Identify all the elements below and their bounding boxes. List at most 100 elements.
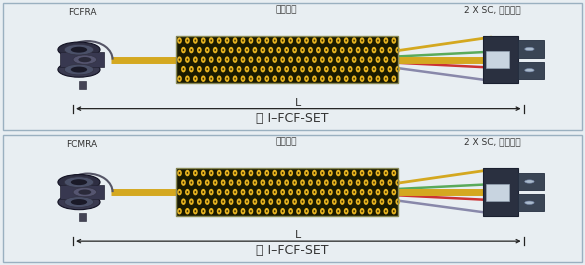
Ellipse shape [266, 191, 267, 193]
Ellipse shape [373, 182, 375, 184]
Ellipse shape [195, 39, 196, 42]
Ellipse shape [316, 66, 321, 72]
Ellipse shape [294, 201, 295, 203]
Ellipse shape [322, 78, 323, 80]
Ellipse shape [397, 49, 398, 51]
Ellipse shape [187, 39, 188, 42]
Text: 2 X SC, 尼龙插头: 2 X SC, 尼龙插头 [464, 5, 521, 14]
Ellipse shape [318, 49, 319, 51]
Bar [176, 36, 398, 83]
Ellipse shape [292, 198, 297, 205]
Ellipse shape [385, 59, 387, 61]
Ellipse shape [387, 47, 393, 53]
Ellipse shape [266, 59, 267, 61]
Ellipse shape [258, 191, 260, 193]
Ellipse shape [345, 59, 347, 61]
Text: FCFRA: FCFRA [68, 8, 96, 17]
Ellipse shape [278, 201, 280, 203]
Ellipse shape [329, 210, 331, 212]
Ellipse shape [217, 189, 222, 195]
Bar [518, 194, 544, 211]
Text: FCMRA: FCMRA [66, 140, 98, 149]
Ellipse shape [218, 59, 220, 61]
Ellipse shape [221, 179, 226, 186]
Ellipse shape [286, 201, 287, 203]
Ellipse shape [211, 210, 212, 212]
Ellipse shape [278, 182, 280, 184]
Ellipse shape [353, 191, 355, 193]
Ellipse shape [296, 189, 301, 195]
Ellipse shape [288, 208, 293, 214]
Ellipse shape [189, 47, 194, 53]
Ellipse shape [292, 47, 297, 53]
Ellipse shape [273, 56, 277, 63]
Ellipse shape [240, 189, 245, 195]
Ellipse shape [373, 201, 375, 203]
Ellipse shape [369, 210, 371, 212]
Ellipse shape [183, 68, 184, 70]
Ellipse shape [183, 201, 184, 203]
Ellipse shape [302, 68, 304, 70]
Ellipse shape [322, 210, 323, 212]
Ellipse shape [253, 179, 257, 186]
Ellipse shape [245, 179, 249, 186]
Ellipse shape [217, 56, 222, 63]
Ellipse shape [245, 47, 249, 53]
Ellipse shape [211, 78, 212, 80]
Ellipse shape [312, 170, 317, 176]
Ellipse shape [177, 37, 182, 44]
Ellipse shape [385, 191, 387, 193]
Ellipse shape [211, 59, 212, 61]
Bar [60, 185, 104, 199]
Ellipse shape [314, 210, 315, 212]
Ellipse shape [367, 76, 373, 82]
Ellipse shape [360, 189, 364, 195]
Ellipse shape [282, 172, 284, 174]
Ellipse shape [236, 179, 242, 186]
Ellipse shape [347, 47, 353, 53]
Ellipse shape [189, 66, 194, 72]
Ellipse shape [276, 198, 281, 205]
Ellipse shape [316, 47, 321, 53]
Ellipse shape [320, 208, 325, 214]
Ellipse shape [270, 49, 271, 51]
Ellipse shape [288, 170, 293, 176]
Ellipse shape [304, 189, 309, 195]
Ellipse shape [360, 170, 364, 176]
Ellipse shape [329, 191, 331, 193]
Ellipse shape [352, 56, 356, 63]
Ellipse shape [332, 179, 337, 186]
Ellipse shape [376, 170, 380, 176]
Ellipse shape [183, 182, 184, 184]
Ellipse shape [288, 76, 293, 82]
Bar [518, 40, 544, 58]
Ellipse shape [198, 201, 200, 203]
Ellipse shape [242, 191, 244, 193]
Ellipse shape [274, 78, 276, 80]
Ellipse shape [185, 37, 190, 44]
Ellipse shape [353, 78, 355, 80]
Ellipse shape [300, 179, 305, 186]
Ellipse shape [365, 201, 367, 203]
Ellipse shape [225, 37, 229, 44]
Ellipse shape [217, 76, 222, 82]
Ellipse shape [234, 191, 236, 193]
Ellipse shape [226, 172, 228, 174]
Bar [483, 36, 518, 83]
Ellipse shape [183, 49, 184, 51]
Ellipse shape [525, 47, 534, 51]
Ellipse shape [240, 37, 245, 44]
Ellipse shape [316, 198, 321, 205]
Ellipse shape [226, 39, 228, 42]
Ellipse shape [197, 66, 202, 72]
Ellipse shape [178, 59, 180, 61]
Ellipse shape [381, 49, 383, 51]
Ellipse shape [329, 78, 331, 80]
Ellipse shape [364, 66, 369, 72]
Ellipse shape [373, 49, 375, 51]
Ellipse shape [340, 179, 345, 186]
Ellipse shape [384, 208, 388, 214]
Ellipse shape [280, 170, 285, 176]
Ellipse shape [340, 198, 345, 205]
Ellipse shape [369, 191, 371, 193]
